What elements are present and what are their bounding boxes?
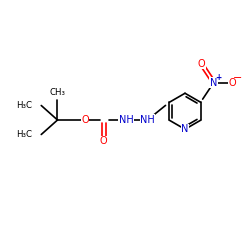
Text: H₃C: H₃C (16, 101, 32, 110)
Text: N: N (210, 78, 218, 88)
Text: O: O (81, 115, 89, 125)
Text: NH: NH (140, 115, 155, 125)
Text: H₃C: H₃C (16, 130, 32, 139)
Text: O: O (100, 136, 108, 146)
Text: CH₃: CH₃ (50, 88, 66, 97)
Text: O: O (229, 78, 236, 88)
Text: NH: NH (119, 115, 134, 125)
Text: O: O (198, 59, 205, 69)
Text: N: N (181, 124, 189, 134)
Text: −: − (233, 72, 243, 83)
Text: +: + (215, 74, 221, 82)
